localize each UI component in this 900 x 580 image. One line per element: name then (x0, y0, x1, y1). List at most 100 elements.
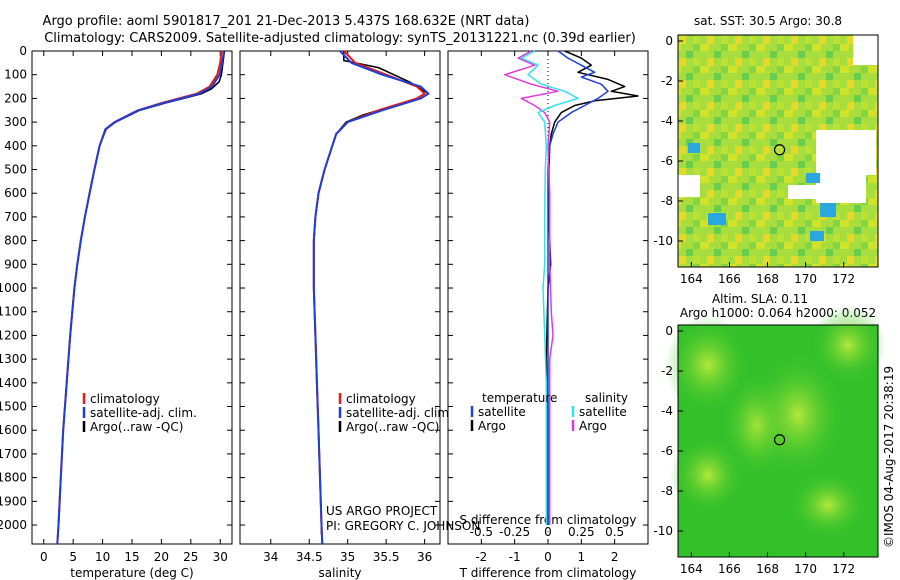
diff-s-argo-line (503, 50, 559, 525)
salinity-xtick-label: 35.5 (373, 550, 400, 564)
depth-tick-label: 1400 (0, 376, 27, 390)
temperature-xtick-label: 0 (40, 550, 48, 564)
sla_map-ytick-label: -6 (661, 444, 673, 458)
sla_map-xtick-label: 172 (832, 562, 855, 576)
sla_map-argo-location-marker (773, 434, 786, 446)
diff-t-satellite-line (547, 50, 609, 525)
sst-map-title: sat. SST: 30.5 Argo: 30.8 (694, 14, 842, 28)
diff-t-tick-label: 0 (544, 550, 552, 564)
sst_map-xtick-label: 172 (832, 272, 855, 286)
sst-nodata-region (853, 35, 878, 65)
diff-t-tick-label: 1 (578, 550, 586, 564)
depth-tick-label: 2000 (0, 518, 27, 532)
sla-high-blob (670, 435, 746, 515)
depth-tick-label: 600 (4, 186, 27, 200)
sst-nodata-region (816, 130, 876, 203)
temperature-xtick-label: 15 (124, 550, 139, 564)
sst_map-ytick-label: -2 (661, 74, 673, 88)
sla_map-ytick-label: -10 (653, 524, 673, 538)
sla_map-ytick-label: -4 (661, 404, 673, 418)
diff-legend-title-salinity: salinity (585, 391, 628, 405)
diff-s-tick-label: 0.25 (568, 525, 595, 539)
sst_map-ytick-label: -6 (661, 154, 673, 168)
sst_map-argo-location-marker (773, 144, 786, 156)
sst_map-xtick-label: 166 (718, 272, 741, 286)
salinity-xlabel: salinity (318, 566, 361, 580)
diff-s-tick-label: 0 (544, 525, 552, 539)
sst_map-ytick-label: -10 (653, 234, 673, 248)
temp-legend-label: satellite-adj. clim. (90, 406, 197, 420)
diff-t-xlabel: T difference from climatology (459, 566, 637, 580)
diff-temp-legend-label: satellite (478, 405, 526, 419)
temp-satellite-line (56, 50, 225, 545)
salinity-xtick-label: 34 (263, 550, 278, 564)
temperature-xtick-label: 10 (95, 550, 110, 564)
sst_map-ytick-label: -8 (661, 194, 673, 208)
depth-tick-label: 200 (4, 91, 27, 105)
sla_map-xtick-label: 168 (756, 562, 779, 576)
temp-legend-label: Argo(..raw -QC) (90, 420, 183, 434)
figure-title-line2: Climatology: CARS2009. Satellite-adjuste… (44, 31, 636, 46)
salinity-panel: 34 34.5 35 35.5 36 salinity climatologysatelli… (239, 50, 453, 580)
sst_map-frame (677, 34, 879, 268)
diff-sal-legend-label: satellite (579, 405, 627, 419)
sst-cool-patch (688, 143, 700, 153)
sst-nodata-region (788, 185, 818, 199)
sst-cool-patch (810, 231, 824, 241)
depth-tick-label: 900 (4, 257, 27, 271)
temperature-frame (31, 50, 233, 545)
depth-tick-label: 0 (19, 44, 27, 58)
temperature-xtick-label: 30 (213, 550, 228, 564)
depth-tick-label: 1900 (0, 494, 27, 508)
depth-tick-label: 500 (4, 163, 27, 177)
sst_map-ytick-label: 0 (665, 34, 673, 48)
temperature-panel: 0 5 10 15 20 25 300100200300400500600700800900… (0, 44, 233, 580)
diff-sal-legend-label: Argo (579, 419, 607, 433)
diff-s-satellite-line (520, 50, 579, 525)
depth-tick-label: 700 (4, 210, 27, 224)
sst-cool-patch (806, 173, 820, 183)
imos-stamp: ©IMOS 04-Aug-2017 20:38:19 (882, 366, 896, 548)
depth-tick-label: 1800 (0, 471, 27, 485)
salinity-xtick-label: 36 (417, 550, 432, 564)
temperature-xtick-label: 25 (183, 550, 198, 564)
depth-tick-label: 400 (4, 139, 27, 153)
sst-cool-patch (708, 213, 726, 225)
temperature-xtick-label: 5 (69, 550, 77, 564)
sst-cool-patch (820, 203, 836, 217)
temp-legend-label: climatology (90, 392, 160, 406)
depth-tick-label: 800 (4, 234, 27, 248)
sst_map-xtick-label: 170 (794, 272, 817, 286)
sla-high-blob (787, 470, 869, 540)
difference-panel: -2 -1 0 1 2 -0.5 -0.25 0 0.25 0.5 T difference fro… (447, 50, 649, 580)
depth-tick-label: 1100 (0, 305, 27, 319)
temperature-xlabel: temperature (deg C) (70, 566, 193, 580)
sst-nodata-region (678, 175, 700, 197)
temperature-xtick-label: 20 (154, 550, 169, 564)
sla-high-blob (810, 305, 886, 385)
depth-tick-label: 1000 (0, 281, 27, 295)
depth-tick-label: 1200 (0, 328, 27, 342)
diff-s-tick-label: 0.5 (605, 525, 624, 539)
diff-s-tick-label: -0.25 (499, 525, 530, 539)
sla_map-ytick-label: -8 (661, 484, 673, 498)
depth-tick-label: 1300 (0, 352, 27, 366)
sla-map-title-line1: Altim. SLA: 0.11 (712, 292, 808, 306)
diff-s-tick-label: -0.5 (470, 525, 493, 539)
sla_map-frame (677, 324, 879, 558)
diff-legend-title-temperature: temperature (482, 391, 557, 405)
project-label: US ARGO PROJECT (326, 504, 438, 518)
sla-high-blob (750, 350, 846, 480)
depth-tick-label: 1600 (0, 423, 27, 437)
sal-legend-label: climatology (346, 392, 416, 406)
diff-t-tick-label: 2 (611, 550, 619, 564)
sst-map-panel: sat. SST: 30.5 Argo: 30.8 164 166 168 170 172… (653, 14, 879, 286)
depth-tick-label: 1700 (0, 447, 27, 461)
sst_map-xtick-label: 168 (756, 272, 779, 286)
sla_map-ytick-label: -2 (661, 364, 673, 378)
sal-legend-label: satellite-adj. clim. (346, 406, 453, 420)
diff-temp-legend-label: Argo (478, 419, 506, 433)
figure-title-line1: Argo profile: aoml 5901817_201 21-Dec-20… (43, 14, 530, 29)
